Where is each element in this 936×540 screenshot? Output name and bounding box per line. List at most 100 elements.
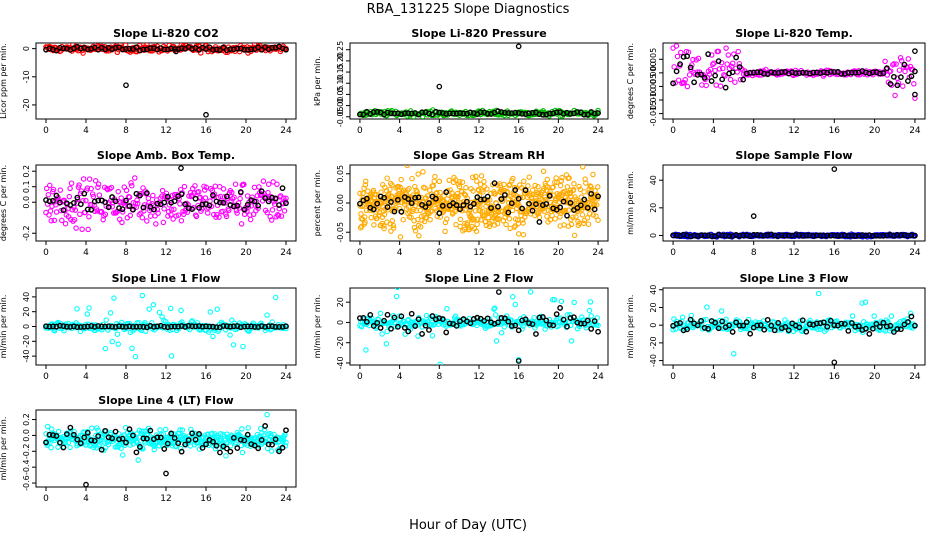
data-point [274,181,280,188]
data-point [501,181,507,188]
data-point [112,45,119,51]
data-point [133,323,140,330]
data-point [754,69,761,76]
data-point [719,76,726,83]
data-point [876,323,883,330]
y-tick-label: 40 [649,175,658,185]
data-point [88,323,95,329]
data-point [177,201,183,207]
data-point [758,72,765,78]
data-point [567,199,574,206]
data-point [102,427,109,434]
data-point [178,191,185,198]
data-point [373,191,379,198]
data-point [680,231,687,238]
x-tick-label: 24 [280,372,292,382]
data-point [109,323,115,330]
data-point [595,107,601,114]
x-tick-label: 12 [473,372,484,382]
x-tick-label: 4 [397,372,403,382]
data-point [558,178,565,184]
data-point [558,298,565,305]
data-point [67,185,73,192]
data-points [670,290,918,365]
data-point [817,320,824,327]
data-point [108,184,115,191]
data-point [391,208,398,215]
data-point [831,69,838,75]
data-point [162,194,169,200]
data-point [192,323,199,330]
data-point [457,110,463,116]
x-tick-label: 8 [436,126,442,136]
data-point [444,305,450,312]
data-point [275,212,282,219]
data-point [67,444,73,451]
data-point [98,446,105,453]
data-point [387,186,393,193]
data-point [557,204,564,211]
data-point [701,74,708,81]
data-point [229,317,235,323]
series-mean [670,313,918,337]
data-point [377,324,384,331]
data-point [869,69,876,76]
data-point [230,434,237,441]
data-point [396,313,402,319]
data-point [416,233,422,239]
data-point [896,67,903,73]
data-point [53,47,60,54]
x-tick-label: 12 [473,126,484,136]
series-mean [43,322,289,331]
data-point [116,323,122,330]
data-point [831,322,838,329]
data-point [210,438,216,445]
data-point [852,323,859,330]
data-point [50,186,57,193]
data-point [43,323,49,330]
plot-frame [35,42,297,120]
data-point [241,181,247,188]
y-tick-label: -0.015 [649,101,658,127]
data-point [256,184,262,190]
data-point [408,214,414,221]
data-point [429,332,436,339]
x-tick-label: 8 [436,372,442,382]
data-point [227,332,233,338]
data-point [670,80,676,87]
data-point [140,46,147,53]
data-point [467,320,474,327]
data-point [178,307,184,314]
x-tick-label: 4 [83,248,89,258]
data-point [882,58,888,65]
data-point [686,72,693,78]
data-point [484,315,491,322]
data-point [560,198,567,205]
x-tick-label: 8 [751,248,757,258]
data-point [678,49,684,56]
x-tick-label: 12 [788,372,799,382]
data-point [112,198,119,205]
data-point [544,176,551,183]
data-point [143,435,150,442]
data-point [869,232,876,239]
data-point [726,322,733,329]
data-point [905,319,911,325]
x-tick-label: 4 [83,372,89,382]
data-point [515,195,522,202]
data-point [698,232,705,239]
data-point [43,439,49,446]
y-tick-label: -40 [22,350,31,363]
data-point [862,299,869,305]
x-tick-label: 16 [829,126,841,136]
data-point [887,81,894,87]
x-tick-label: 0 [43,372,49,382]
panel-title: Slope Line 1 Flow [112,272,221,285]
data-point [684,53,690,60]
data-point [270,179,276,185]
data-point [508,110,515,117]
data-point [86,213,92,220]
data-point [813,320,820,327]
data-point [381,211,388,218]
data-point [147,45,154,52]
